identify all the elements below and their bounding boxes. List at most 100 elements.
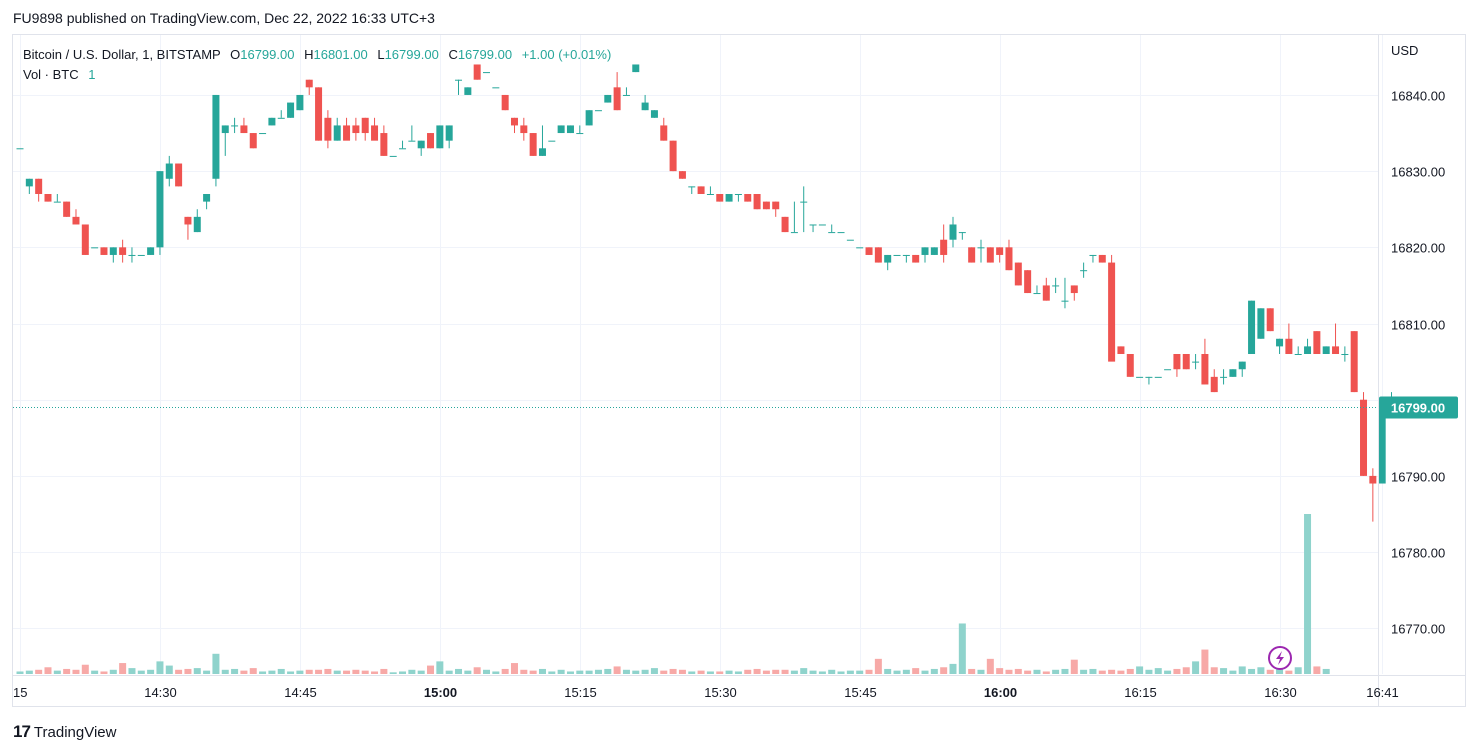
volume-bar	[1024, 670, 1032, 674]
volume-bar	[1313, 666, 1321, 674]
time-tick-label: 16:00	[984, 685, 1017, 700]
volume-bar	[231, 668, 239, 674]
volume-bar	[725, 670, 733, 674]
volume-bar	[902, 669, 910, 674]
candle-body	[678, 171, 686, 179]
candle	[949, 216, 957, 248]
symbol-name[interactable]: Bitcoin / U.S. Dollar, 1, BITSTAMP	[23, 47, 221, 62]
time-tick-label: 15:00	[424, 685, 457, 700]
candle	[865, 247, 873, 255]
volume-bar	[203, 670, 211, 674]
candle-body	[968, 247, 976, 263]
candle-body	[566, 125, 574, 134]
volume-bar	[1098, 670, 1106, 674]
candle	[921, 247, 929, 263]
candle-body	[669, 140, 677, 172]
volume-bar	[1192, 661, 1200, 674]
volume-bar	[734, 671, 742, 674]
volume-bar	[53, 670, 61, 674]
price-axis[interactable]: 16770.0016780.0016790.0016800.0016810.00…	[1391, 89, 1445, 637]
candle-body	[1052, 285, 1060, 287]
volume-bar	[81, 664, 89, 674]
volume-bar	[622, 669, 630, 674]
candle	[716, 194, 724, 202]
volume-bar	[147, 669, 155, 674]
volume-bar	[483, 669, 490, 674]
candle-body	[790, 232, 798, 234]
candle	[492, 87, 500, 89]
candle	[305, 79, 313, 95]
candle-body	[436, 125, 444, 149]
candle-body	[25, 178, 33, 187]
candle-body	[380, 133, 388, 156]
open-value: 16799.00	[240, 47, 295, 62]
volume-label[interactable]: Vol · BTC	[23, 67, 79, 82]
candle	[660, 117, 668, 141]
volume-bar	[958, 623, 966, 674]
candle-body	[594, 110, 602, 112]
candle-body	[557, 125, 565, 134]
time-tick-label: 16:15	[1124, 685, 1157, 700]
volume-bar	[809, 670, 817, 674]
candle-body	[548, 140, 556, 142]
candle-body	[324, 117, 332, 141]
candle-body	[156, 171, 164, 248]
volume-bar	[1220, 668, 1228, 674]
candle	[1005, 239, 1013, 271]
volume-bar	[184, 668, 192, 674]
volume-bar	[977, 669, 985, 674]
time-tick-label: 15:30	[704, 685, 737, 700]
candle	[1042, 277, 1050, 301]
candle	[483, 72, 490, 74]
tradingview-branding[interactable]: 17 TradingView	[13, 722, 116, 742]
candle	[44, 194, 52, 202]
time-axis[interactable]: 15 14:30 14:45 15:00 15:15 15:30 15:45 16:00 16:…	[13, 685, 1399, 700]
candle-body	[1098, 254, 1106, 263]
candle-body	[53, 201, 61, 203]
volume-bar	[846, 670, 854, 674]
candle	[389, 155, 397, 157]
volume-bar	[1080, 669, 1088, 674]
chart-frame[interactable]	[12, 34, 1466, 707]
price-tick-label: 16790.00	[1391, 470, 1445, 485]
candle-body	[445, 125, 453, 141]
lightning-icon[interactable]	[1268, 646, 1292, 670]
volume-bar	[259, 671, 267, 674]
time-tick-label: 16:41	[1366, 685, 1399, 700]
candle	[697, 186, 705, 194]
volume-bar	[650, 668, 658, 674]
candle-body	[109, 247, 117, 255]
volume-bar	[1276, 668, 1284, 674]
candle	[1014, 262, 1022, 286]
candle-body	[1126, 354, 1134, 377]
volume-bar	[165, 665, 173, 674]
candle-body	[921, 247, 929, 255]
candle-body	[63, 201, 71, 217]
candle-body	[1070, 285, 1078, 294]
candle	[156, 171, 164, 255]
candle-body	[912, 254, 920, 263]
volume-value: 1	[88, 67, 96, 82]
candle-body	[333, 125, 341, 141]
candle	[1126, 354, 1134, 377]
volume-bar	[753, 668, 761, 674]
candle	[790, 201, 798, 234]
candle	[1108, 254, 1116, 362]
price-tick-label: 16810.00	[1391, 318, 1445, 333]
volume-bar	[119, 663, 127, 674]
volume-bar	[277, 668, 285, 674]
candle-body	[641, 102, 649, 111]
candle	[1332, 323, 1340, 354]
candle	[464, 87, 472, 95]
candle	[296, 94, 304, 111]
volume-bar	[193, 668, 201, 674]
candle	[63, 201, 71, 217]
time-tick-label: 14:45	[284, 685, 317, 700]
volume-bar	[156, 661, 164, 674]
candle	[1257, 308, 1265, 339]
candle	[1322, 346, 1330, 354]
candle	[912, 254, 920, 263]
volume-bar	[1238, 666, 1246, 674]
volume-bar	[128, 668, 136, 674]
